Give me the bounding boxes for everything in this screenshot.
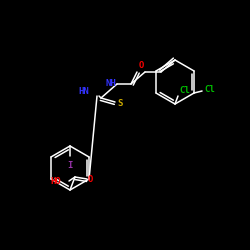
Text: Cl: Cl [179, 86, 190, 95]
Text: I: I [67, 161, 73, 170]
Text: HO: HO [50, 176, 61, 186]
Text: O: O [88, 174, 94, 184]
Text: NH: NH [105, 78, 116, 88]
Text: S: S [117, 98, 122, 108]
Text: HN: HN [78, 88, 89, 96]
Text: Cl: Cl [204, 86, 215, 94]
Text: O: O [139, 61, 144, 70]
